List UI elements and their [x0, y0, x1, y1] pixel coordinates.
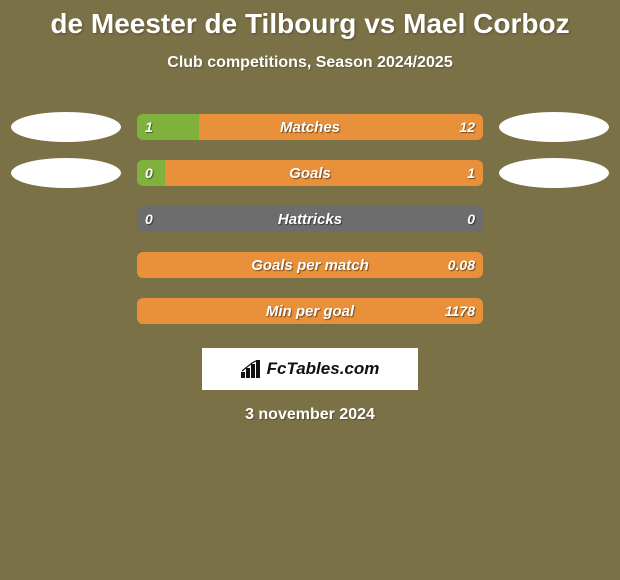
stat-value-right: 1 [459, 160, 483, 186]
stat-value-right: 1178 [437, 298, 483, 324]
stat-row: Goals per match0.08 [0, 242, 620, 288]
date-text: 3 november 2024 [0, 406, 620, 424]
brand-box: FcTables.com [202, 348, 418, 390]
player-left-marker [11, 112, 121, 142]
player-left-marker [11, 158, 121, 188]
stat-bar: Goals per match0.08 [137, 252, 483, 278]
stat-label: Matches [137, 114, 483, 140]
subtitle: Club competitions, Season 2024/2025 [0, 54, 620, 72]
stat-label: Goals [137, 160, 483, 186]
subtitle-text: Club competitions, Season 2024/2025 [167, 54, 452, 71]
stat-bar: 0Goals1 [137, 160, 483, 186]
stat-row: 1Matches12 [0, 104, 620, 150]
brand-text: FcTables.com [267, 359, 380, 379]
stat-bar: 0Hattricks0 [137, 206, 483, 232]
stat-value-right: 12 [451, 114, 483, 140]
stat-bar: Min per goal1178 [137, 298, 483, 324]
stat-value-right: 0.08 [440, 252, 483, 278]
stat-label: Hattricks [137, 206, 483, 232]
date-value: 3 november 2024 [245, 406, 375, 423]
page-title: de Meester de Tilbourg vs Mael Corboz [0, 0, 620, 40]
player-right-marker [499, 112, 609, 142]
comparison-rows: 1Matches120Goals10Hattricks0Goals per ma… [0, 104, 620, 334]
stat-row: 0Hattricks0 [0, 196, 620, 242]
stat-row: 0Goals1 [0, 150, 620, 196]
title-text: de Meester de Tilbourg vs Mael Corboz [50, 8, 569, 39]
stat-row: Min per goal1178 [0, 288, 620, 334]
stat-label: Min per goal [137, 298, 483, 324]
player-right-marker [499, 158, 609, 188]
stat-label: Goals per match [137, 252, 483, 278]
stat-value-right: 0 [459, 206, 483, 232]
bar-chart-icon [241, 360, 263, 378]
stat-bar: 1Matches12 [137, 114, 483, 140]
